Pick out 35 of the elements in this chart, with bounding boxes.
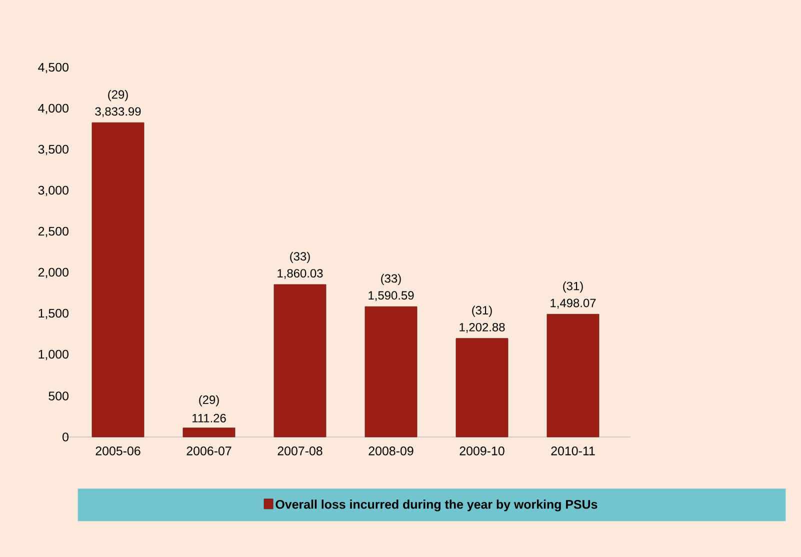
data-label: 1,590.59 bbox=[368, 291, 414, 302]
annotation: (29) bbox=[108, 90, 128, 102]
y-tick-label: 1,500 bbox=[38, 308, 68, 320]
y-tick-label: 2,000 bbox=[38, 268, 68, 278]
data-label: 1,860.03 bbox=[278, 269, 323, 279]
annotation: (33) bbox=[381, 274, 401, 286]
data-label: 1,202.88 bbox=[460, 322, 505, 333]
x-tick-label: 2010-11 bbox=[551, 446, 595, 456]
x-tick-label: 2006-07 bbox=[186, 446, 232, 456]
y-tick-label: 3,000 bbox=[38, 186, 68, 196]
bar bbox=[456, 338, 508, 438]
y-tick-label: 1,000 bbox=[38, 350, 68, 360]
annotation: (31) bbox=[472, 306, 492, 317]
data-label: 3,833.99 bbox=[95, 107, 141, 118]
data-label: 1,498.07 bbox=[550, 298, 596, 309]
x-tick-label: 2007-08 bbox=[278, 446, 322, 456]
annotation: (29) bbox=[199, 395, 219, 406]
y-tick-label: 4,000 bbox=[38, 104, 68, 114]
y-tick-label: 4,500 bbox=[38, 62, 68, 74]
y-tick-label: 3,500 bbox=[38, 144, 68, 156]
x-tick-label: 2008-09 bbox=[368, 446, 414, 456]
x-tick-label: 2009-10 bbox=[460, 446, 504, 456]
annotation: (31) bbox=[563, 282, 583, 293]
legend-label: Overall loss incurred during the year by working PSUs bbox=[276, 500, 598, 512]
bar bbox=[364, 306, 418, 438]
bar bbox=[274, 284, 326, 438]
bar bbox=[92, 122, 144, 438]
x-tick-label: 2005-06 bbox=[96, 446, 140, 456]
bar bbox=[182, 428, 236, 438]
bar bbox=[546, 314, 600, 438]
y-tick-label: 500 bbox=[48, 392, 68, 400]
y-tick-label: 0 bbox=[62, 432, 68, 442]
data-label: 111.26 bbox=[192, 414, 226, 422]
y-tick-label: 2,500 bbox=[38, 226, 68, 238]
annotation: (33) bbox=[290, 252, 310, 263]
